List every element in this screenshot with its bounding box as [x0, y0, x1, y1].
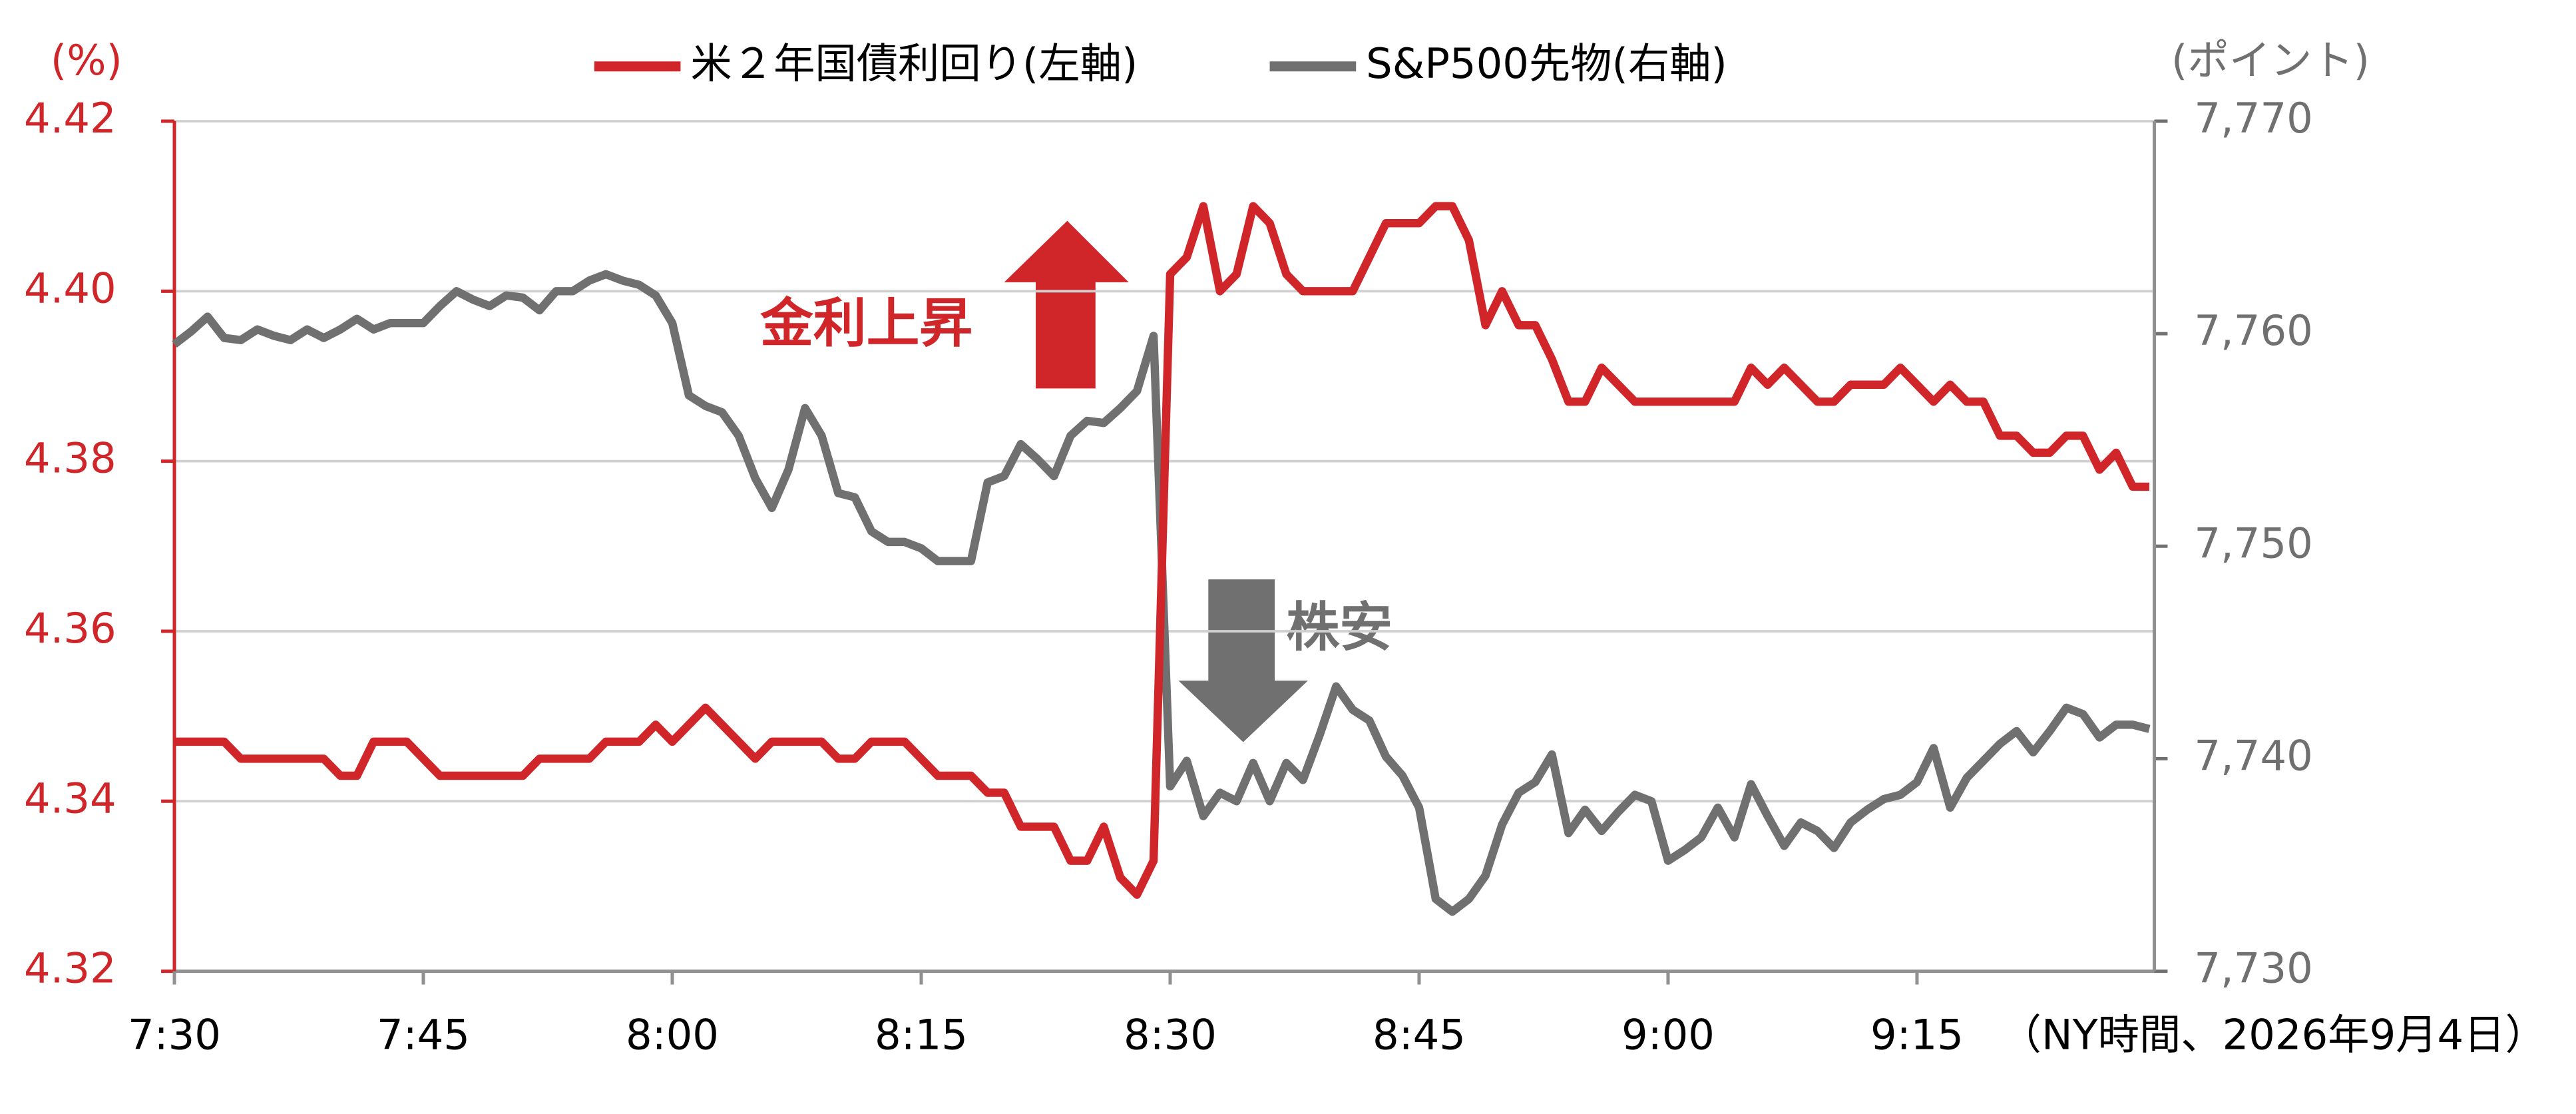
right-axis-label: (ポイント)	[2171, 36, 2370, 85]
left-axis-label: (%)	[51, 36, 122, 85]
y-tick-label: 4.32	[24, 944, 116, 993]
y-tick-label: 4.42	[24, 94, 116, 142]
down-arrow	[1178, 579, 1308, 742]
series-line	[174, 202, 2150, 899]
y2-tick-label: 7,740	[2194, 732, 2312, 780]
x-tick-label: 8:45	[1373, 1010, 1466, 1059]
y-tick-label: 4.40	[24, 264, 116, 312]
y2-tick-label: 7,760	[2194, 306, 2312, 355]
x-tick-label: 9:15	[1870, 1010, 1964, 1059]
annotation: 金利上昇	[760, 292, 972, 354]
x-tick-label: 7:30	[128, 1010, 221, 1059]
x-tick-label: 8:30	[1124, 1010, 1217, 1059]
y2-tick-label: 7,770	[2194, 94, 2312, 142]
y2-tick-label: 7,750	[2194, 519, 2312, 567]
note: （NY時間、2026年9月4日）	[2000, 1010, 2547, 1059]
y-tick-label: 4.34	[24, 774, 116, 822]
x-tick-label: 9:00	[1621, 1010, 1715, 1059]
x-tick-label: 7:45	[377, 1010, 470, 1059]
annotation: 株安	[1287, 596, 1393, 658]
y2-tick-label: 7,730	[2194, 944, 2312, 993]
up-arrow	[1004, 220, 1129, 389]
y-tick-label: 4.36	[24, 604, 116, 653]
legend-label: 米２年国債利回り(左軸)	[690, 39, 1138, 88]
legend-label: S&P500先物(右軸)	[1366, 39, 1727, 88]
y-tick-label: 4.38	[24, 434, 116, 483]
x-tick-label: 8:15	[875, 1010, 968, 1059]
x-tick-label: 8:00	[626, 1010, 719, 1059]
